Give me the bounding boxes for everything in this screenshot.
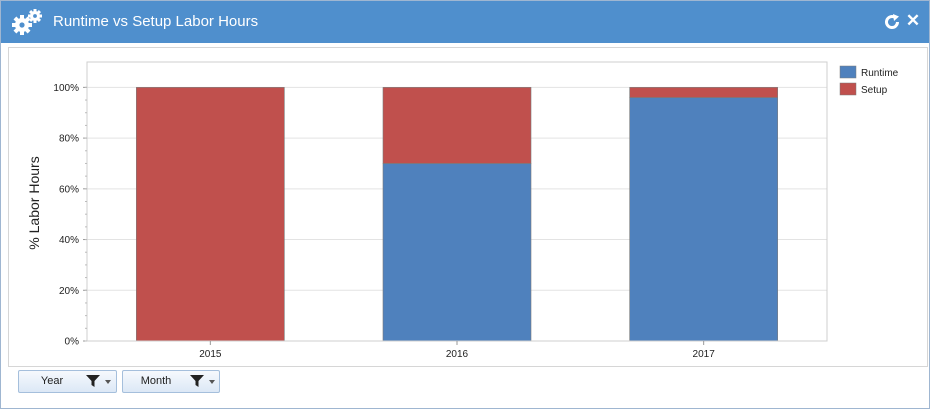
y-tick-labels: 0% 20% 40% 60% 80% 100% (53, 83, 79, 348)
legend-swatch-runtime (839, 65, 857, 79)
y-tick-label: 80% (59, 134, 79, 145)
chevron-down-icon (209, 380, 215, 384)
bar-setup-2017 (629, 87, 778, 98)
y-tick-label: 60% (59, 184, 79, 195)
bar-runtime-2017 (629, 97, 778, 342)
x-tick-label: 2017 (693, 349, 716, 360)
bar-runtime-2016 (382, 163, 532, 342)
bar-setup-2016 (382, 87, 532, 164)
month-filter-button[interactable]: Month (122, 370, 220, 393)
y-tick-label: 20% (59, 286, 79, 297)
funnel-icon (86, 375, 100, 387)
legend-swatch-setup (839, 82, 857, 96)
month-filter-label: Month (140, 375, 172, 387)
title-bar: Runtime vs Setup Labor Hours ✕ (1, 1, 929, 43)
axes (83, 61, 828, 345)
bar-setup-2015 (136, 87, 285, 342)
y-tick-label: 0% (65, 337, 80, 348)
close-button[interactable]: ✕ (905, 11, 921, 30)
x-tick-label: 2016 (446, 349, 469, 360)
x-tick-label: 2015 (199, 349, 222, 360)
widget-title: Runtime vs Setup Labor Hours (53, 13, 259, 30)
chart-area: 0% 20% 40% 60% 80% 100% 2015 2016 2017 % Labor … (8, 47, 928, 367)
x-tick-labels: 2015 2016 2017 (199, 349, 715, 360)
legend-label-runtime: Runtime (861, 68, 899, 79)
year-filter-label: Year (40, 375, 64, 387)
y-axis-label: % Labor Hours (26, 156, 42, 249)
y-tick-label: 100% (53, 83, 79, 94)
bars (136, 87, 778, 342)
funnel-icon (190, 375, 204, 387)
y-tick-label: 40% (59, 235, 79, 246)
year-filter-button[interactable]: Year (18, 370, 117, 393)
refresh-icon[interactable] (883, 13, 901, 31)
legend: Runtime Setup (839, 65, 899, 96)
legend-label-setup: Setup (861, 85, 888, 96)
chevron-down-icon (105, 380, 111, 384)
gears-icon (12, 9, 42, 35)
stacked-bar-chart: 0% 20% 40% 60% 80% 100% 2015 2016 2017 % Labor … (26, 61, 899, 360)
